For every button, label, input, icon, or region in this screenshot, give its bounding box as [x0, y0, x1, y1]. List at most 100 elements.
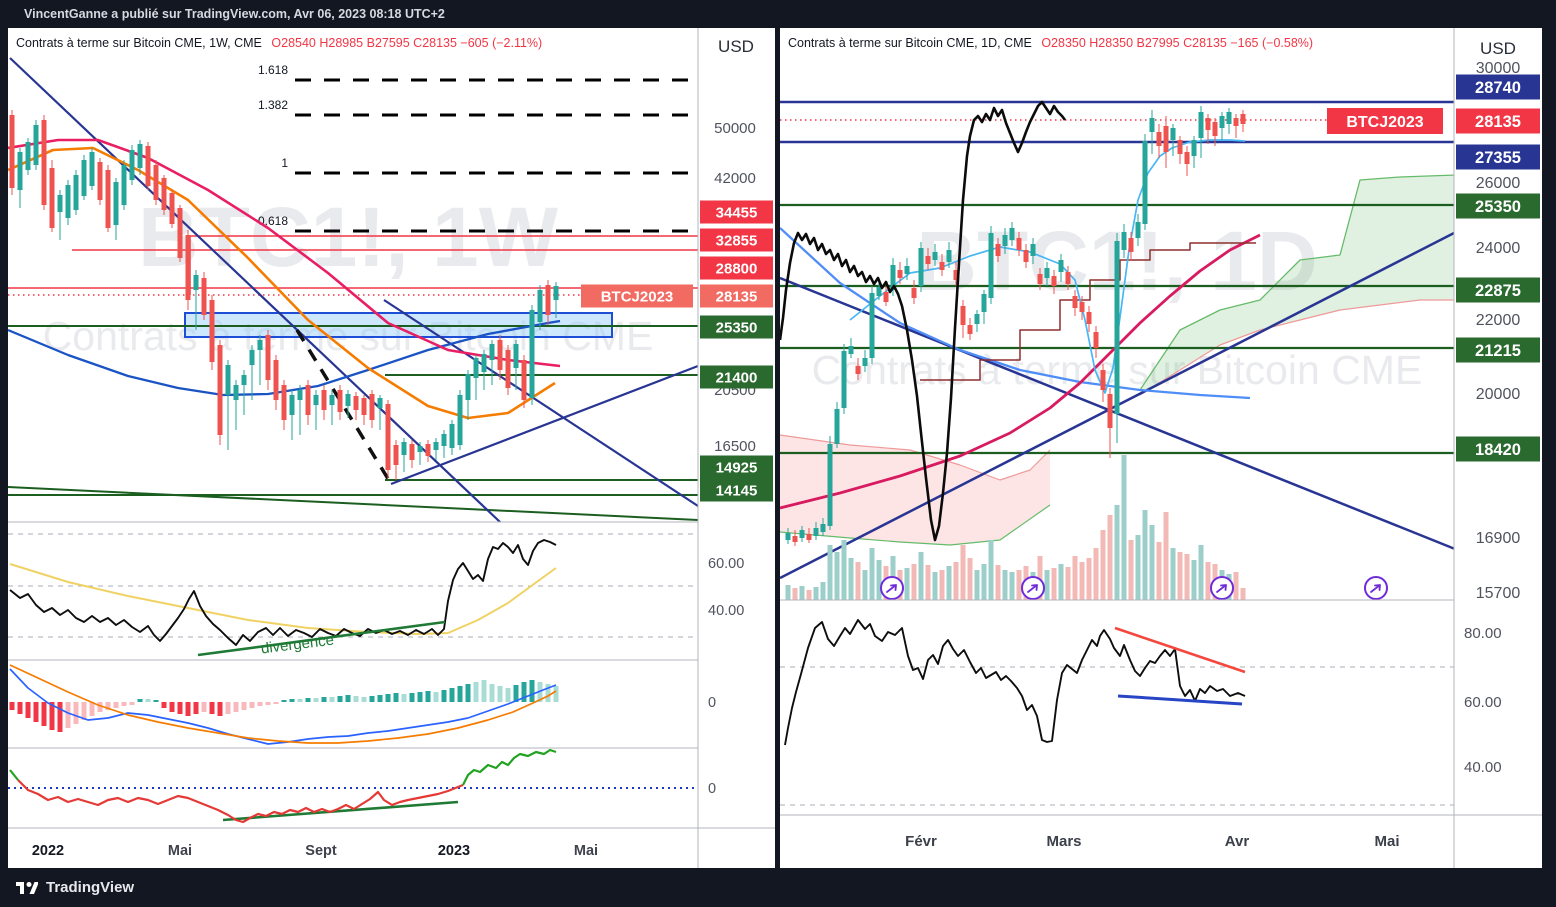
rsi-axis-40: 40.00 [1464, 759, 1502, 776]
fib-0618: 0.618 [258, 214, 288, 228]
tick-15700: 15700 [1476, 585, 1521, 602]
daily-chart-bg [780, 28, 1542, 868]
level-label-32855: 32855 [700, 228, 773, 252]
level-label-27355: 27355 [1456, 144, 1540, 170]
weekly-chart-canvas[interactable]: BTC1!, 1W Contrats à terme sur Bitcoin CM… [7, 28, 775, 868]
contract-tag-weekly: BTCJ2023 [581, 284, 693, 308]
daily-candles [785, 106, 1246, 546]
fib-1382: 1.382 [258, 98, 288, 112]
svg-text:28135: 28135 [716, 288, 758, 305]
weekly-candles [9, 110, 559, 480]
tradingview-logo-icon[interactable] [16, 880, 38, 895]
tick-16500: 16500 [714, 438, 756, 455]
roc-line-green-start [9, 769, 19, 781]
svg-text:18420: 18420 [1475, 441, 1521, 459]
level-label-25350: 25350 [1456, 193, 1540, 219]
weekly-price-axis [698, 28, 775, 868]
svg-text:22875: 22875 [1475, 282, 1521, 300]
kijun-step-line [920, 242, 1256, 381]
xtick-avr: Avr [1225, 833, 1250, 850]
svg-text:14145: 14145 [716, 482, 758, 499]
rsi-axis-40: 40.00 [708, 603, 744, 619]
svg-text:BTCJ2023: BTCJ2023 [1346, 114, 1423, 131]
ma-200d-blue [779, 227, 1251, 400]
brand-name[interactable]: TradingView [46, 879, 135, 896]
rsi-axis-60: 60.00 [1464, 694, 1502, 711]
contract-rollover-icon-1 [880, 576, 904, 600]
daily-chart-panel[interactable]: BTC1!, 1D Contrats à terme sur Bitcoin CM… [778, 28, 1542, 868]
contract-rollover-icon-4 [1364, 576, 1388, 600]
weekly-symbol-title[interactable]: Contrats à terme sur Bitcoin CME, 1W, CM… [16, 36, 262, 50]
footer-bar: TradingView [0, 868, 1556, 907]
xtick-mai-2022: Mai [168, 843, 192, 859]
svg-text:25350: 25350 [716, 319, 758, 336]
ma-200w-blue [7, 319, 561, 397]
weekly-chart-bg [8, 28, 775, 868]
last-price-label-weekly: 28135 [700, 284, 773, 308]
rsi-resistance-trendline [1114, 626, 1246, 674]
daily-ohlc-values: O28350 H28350 B27995 C28135 −165 (−0.58%… [1041, 36, 1314, 50]
contract-rollover-icon-2 [1021, 576, 1045, 600]
rsi-axis-60: 60.00 [708, 556, 744, 572]
xtick-mai: Mai [1374, 833, 1399, 850]
level-label-25350: 25350 [700, 315, 773, 339]
svg-text:25350: 25350 [1475, 198, 1521, 216]
svg-text:14925: 14925 [716, 459, 758, 476]
xtick-mai-2023: Mai [574, 843, 598, 859]
tick-50000: 50000 [714, 120, 756, 137]
macd-signal-line [9, 664, 557, 744]
fib-1: 1 [281, 156, 288, 170]
tick-22000: 22000 [1476, 312, 1521, 329]
tick-30000: 30000 [1476, 60, 1521, 77]
daily-chart-legend: Contrats à terme sur Bitcoin CME, 1D, CM… [788, 36, 1313, 50]
last-price-label-daily: 28135 [1456, 108, 1540, 134]
xtick-2022: 2022 [32, 843, 64, 859]
roc-line-green-end [462, 748, 557, 786]
publish-title: VincentGanne a publié sur TradingView.co… [24, 7, 445, 21]
rsi-axis-80: 80.00 [1464, 625, 1502, 642]
tick-24000: 24000 [1476, 240, 1521, 257]
xtick-mars: Mars [1046, 833, 1081, 850]
level-label-28740: 28740 [1456, 74, 1540, 100]
rsi-support-trendline [1117, 694, 1243, 706]
level-label-14145: 14145 [700, 478, 773, 502]
weekly-chart-panel[interactable]: BTC1!, 1W Contrats à terme sur Bitcoin CM… [7, 28, 775, 868]
volume-bars [785, 455, 1246, 600]
xtick-fevr: Févr [905, 833, 937, 850]
xtick-2023: 2023 [438, 843, 470, 859]
level-label-14925: 14925 [700, 455, 773, 479]
xtick-sept: Sept [305, 843, 337, 859]
macd-axis-0: 0 [708, 695, 716, 711]
tick-42000: 42000 [714, 170, 756, 187]
fib-1618: 1.618 [258, 63, 288, 77]
weekly-ohlc-values: O28540 H28985 B27595 C28135 −605 (−2.11%… [271, 36, 543, 50]
roc-line-red [17, 779, 464, 824]
roc-axis-0: 0 [708, 781, 716, 797]
tick-20000: 20000 [1476, 386, 1521, 403]
ma-pink [7, 138, 561, 368]
currency-label: USD [1480, 39, 1516, 58]
svg-text:BTCJ2023: BTCJ2023 [601, 288, 674, 305]
daily-symbol-title[interactable]: Contrats à terme sur Bitcoin CME, 1D, CM… [788, 36, 1032, 50]
contract-rollover-icon-3 [1210, 576, 1234, 600]
svg-text:28800: 28800 [716, 260, 758, 277]
weekly-chart-legend: Contrats à terme sur Bitcoin CME, 1W, CM… [16, 36, 542, 50]
level-label-18420: 18420 [1456, 436, 1540, 462]
level-label-28800: 28800 [700, 256, 773, 280]
publish-bar: VincentGanne a publié sur TradingView.co… [0, 0, 1556, 28]
ichimoku-pink-cloud [780, 435, 1050, 545]
svg-text:21400: 21400 [716, 369, 758, 386]
rsi-line [9, 539, 557, 646]
overlay-comparison-line [778, 100, 1067, 542]
tick-16900: 16900 [1476, 530, 1521, 547]
level-label-21215: 21215 [1456, 337, 1540, 363]
level-label-21400: 21400 [700, 365, 773, 389]
svg-text:34455: 34455 [716, 204, 758, 221]
svg-text:32855: 32855 [716, 232, 758, 249]
svg-text:28135: 28135 [1475, 113, 1521, 131]
svg-text:21215: 21215 [1475, 342, 1521, 360]
svg-text:27355: 27355 [1475, 149, 1521, 167]
contract-tag-daily: BTCJ2023 [1327, 108, 1443, 134]
